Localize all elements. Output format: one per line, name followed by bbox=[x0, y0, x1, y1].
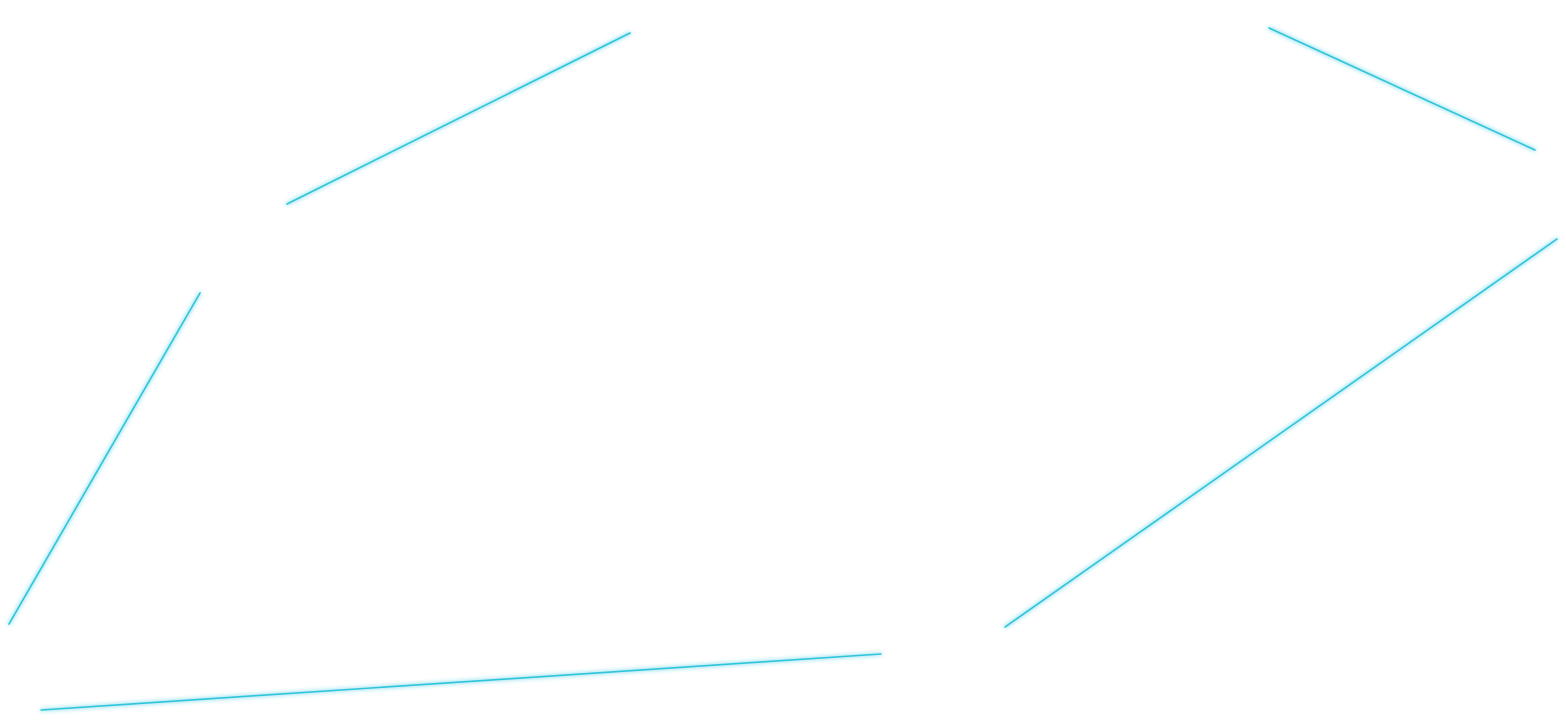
line-segment-upper-left bbox=[286, 32, 631, 205]
line-segment-bottom bbox=[40, 653, 882, 711]
line-segment-upper-right bbox=[1268, 27, 1536, 151]
line-segment-lower-right bbox=[1004, 238, 1558, 628]
line-segment-left bbox=[8, 292, 201, 625]
